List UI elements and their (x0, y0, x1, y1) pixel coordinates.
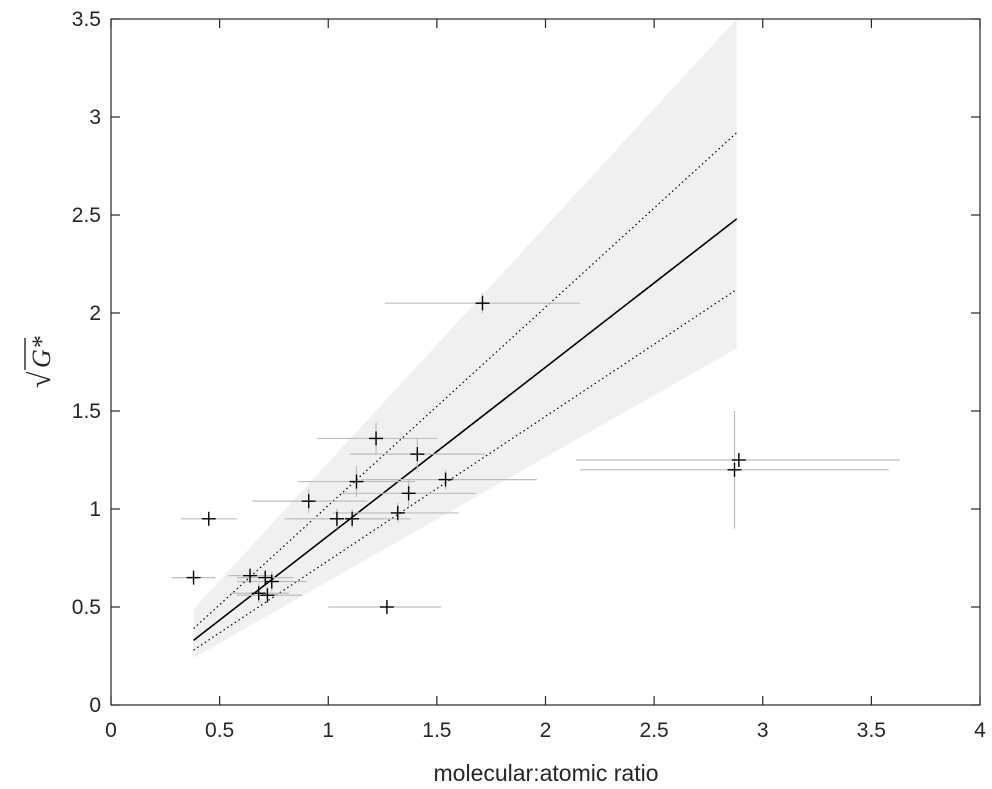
y-tick-label: 1.5 (72, 400, 101, 423)
data-point (345, 511, 360, 526)
x-tick-label: 2.5 (640, 719, 669, 742)
plot-area (171, 19, 900, 658)
data-point (264, 574, 279, 589)
data-point (260, 588, 275, 603)
axes: 0 0.5 1 1.5 2 2.5 3 3.5 4 0 0.5 1 1.5 2 2.5 3 3.5 (72, 8, 986, 742)
data-point (329, 511, 344, 526)
fit-line (193, 218, 738, 641)
data-point (201, 511, 216, 526)
data-point (438, 472, 453, 487)
x-tick-label: 0 (105, 719, 117, 742)
y-tick-label: 0.5 (72, 596, 101, 619)
y-axis-label-text: G* (27, 336, 56, 368)
y-tick-label: 3.5 (72, 8, 101, 31)
data-point (186, 570, 201, 585)
x-tick-label: 0.5 (205, 719, 234, 742)
x-axis-label: molecular:atomic ratio (434, 760, 659, 786)
fit-lower-dotted-line (193, 288, 738, 651)
confidence-band (193, 19, 737, 658)
data-point (410, 447, 425, 462)
data-point (301, 494, 316, 509)
x-tick-label: 3.5 (857, 719, 886, 742)
y-tick-label: 2.5 (72, 204, 101, 227)
data-point (379, 600, 394, 614)
x-tick-label: 2 (540, 719, 552, 742)
data-point (251, 586, 266, 601)
y-tick-label: 0 (89, 694, 101, 717)
data-point (243, 568, 258, 583)
data-point (369, 431, 384, 446)
x-tick-label: 3 (757, 719, 769, 742)
y-axis-label: √ G* (24, 336, 57, 388)
y-tick-label: 2 (89, 302, 101, 325)
x-tick-label: 1 (322, 719, 334, 742)
data-point (731, 453, 746, 467)
y-tick-label: 1 (89, 498, 101, 521)
data-point (390, 505, 405, 520)
data-point (401, 486, 416, 501)
fit-upper-dotted-line (193, 132, 738, 630)
data-point (727, 462, 742, 477)
data-point (475, 296, 490, 311)
x-tick-label: 4 (974, 719, 986, 742)
y-tick-label: 3 (89, 106, 101, 129)
x-tick-label: 1.5 (422, 719, 451, 742)
y-axis-label-radical: √ (24, 371, 57, 388)
data-point (258, 570, 273, 585)
data-point (349, 474, 364, 489)
